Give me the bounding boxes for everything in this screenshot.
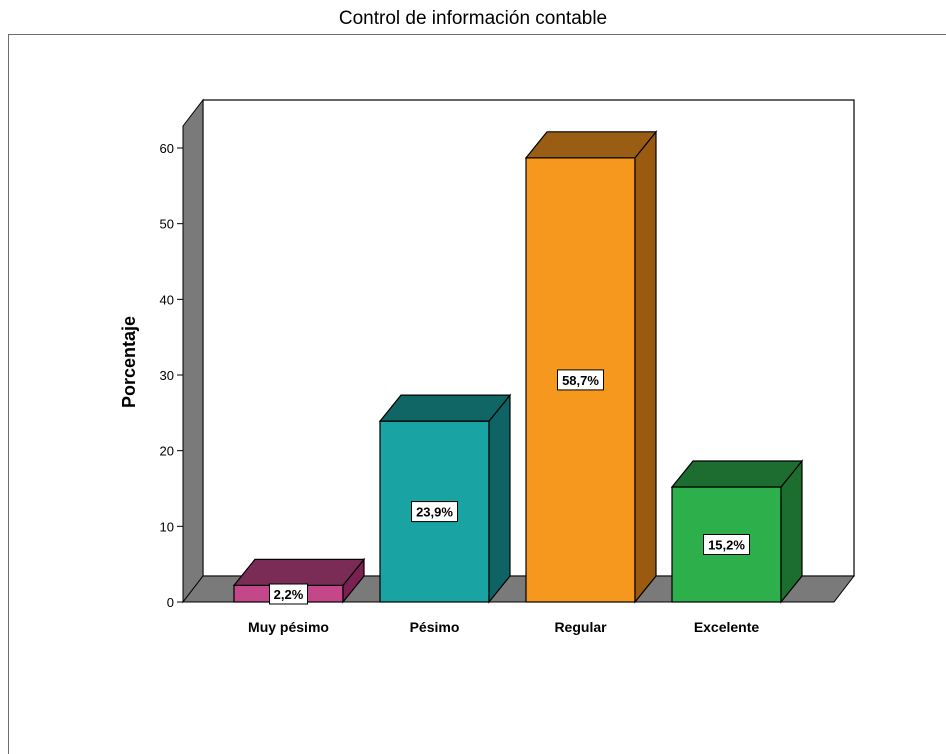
data-label: 2,2% (274, 587, 304, 602)
chart-title: Control de información contable (338, 8, 608, 29)
data-label-box (557, 369, 604, 391)
y-tick-label: 50 (160, 217, 174, 232)
y-tick-label: 10 (160, 519, 174, 534)
x-tick-label: Muy pésimo (248, 619, 329, 635)
bar-chart-3d: 0 10 20 30 40 50 60 Muy pésimo 2,2% Pésimo 23,9% R… (119, 98, 856, 635)
x-tick-label: Regular (554, 619, 607, 635)
y-tick-label: 40 (160, 292, 174, 307)
x-tick-label: Excelente (694, 619, 760, 635)
bar (524, 130, 658, 604)
bar-top (670, 460, 804, 488)
data-label-box (269, 583, 308, 605)
data-label: 23,9% (416, 505, 453, 520)
chart-frame (8, 34, 946, 754)
data-label-box (411, 501, 458, 523)
bar-top (524, 131, 658, 159)
y-tick-label: 0 (167, 595, 174, 610)
y-tick-label: 20 (160, 444, 174, 459)
x-tick-label: Pésimo (410, 619, 460, 635)
data-label: 15,2% (708, 537, 745, 552)
bar-side (488, 393, 511, 604)
side-wall (182, 98, 204, 604)
bar-side (634, 130, 657, 604)
bar (670, 459, 804, 604)
data-label-box (703, 533, 750, 555)
y-tick-label: 60 (160, 141, 174, 156)
bar-top (378, 394, 512, 422)
y-tick-label: 30 (160, 368, 174, 383)
bar (378, 393, 512, 604)
data-label: 58,7% (562, 373, 599, 388)
bar-top (232, 558, 366, 586)
y-axis: 0 10 20 30 40 50 60 (160, 126, 184, 610)
labels: Muy pésimo 2,2% Pésimo 23,9% Regular 58,7% Exc… (248, 369, 760, 635)
y-axis-title: Porcentaje (119, 316, 139, 408)
